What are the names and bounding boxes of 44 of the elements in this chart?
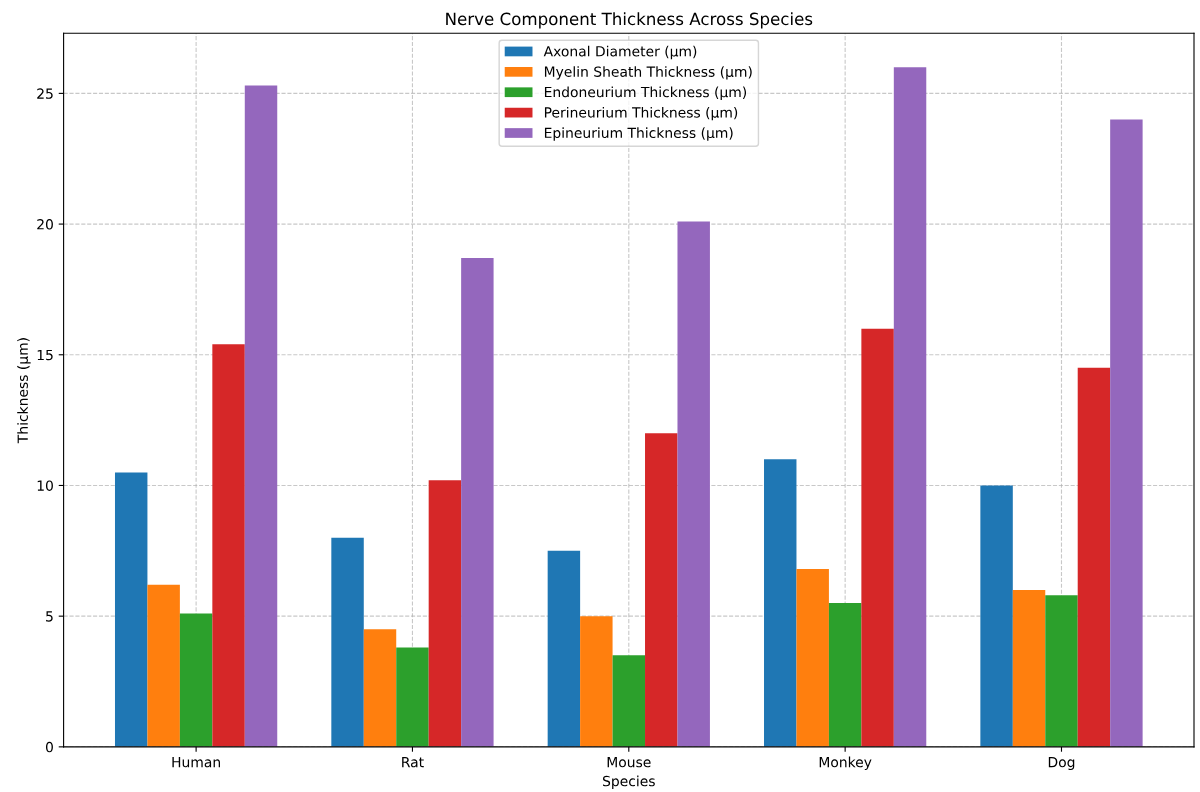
bar: [764, 459, 797, 747]
bar: [612, 655, 646, 747]
y-tick-label: 15: [37, 349, 53, 361]
bar: [1045, 595, 1078, 747]
bar: [428, 480, 462, 747]
x-tick-label: Monkey: [819, 756, 872, 771]
bar: [147, 584, 180, 747]
x-axis-title: Species: [602, 775, 655, 790]
bar: [861, 328, 894, 747]
x-tick-label: Mouse: [607, 757, 651, 768]
bar: [1110, 119, 1143, 747]
bar: [893, 67, 927, 747]
bar: [580, 616, 613, 747]
bar: [645, 433, 678, 747]
bar: [244, 85, 278, 747]
bar: [796, 569, 829, 747]
bar: [980, 485, 1013, 747]
bar: [331, 537, 364, 747]
bar: [179, 613, 213, 747]
x-tick-label: Human: [172, 757, 220, 768]
chart-title: Nerve Component Thickness Across Species: [446, 12, 813, 29]
y-tick-label: 10: [37, 480, 53, 491]
bar: [114, 472, 148, 747]
y-tick-label: 20: [37, 219, 53, 230]
legend-label: Axonal Diameter (µm): [543, 45, 697, 60]
legend-label: Epineurium Thickness (µm): [544, 127, 733, 141]
bar: [396, 647, 429, 747]
bar: [461, 258, 494, 747]
bar: [212, 344, 245, 747]
y-axis-title: Thickness (µm): [17, 338, 31, 444]
y-tick-label: 0: [45, 741, 53, 753]
bar: [677, 221, 710, 747]
bar: [547, 550, 581, 747]
x-tick-label: Rat: [402, 757, 424, 768]
bar: [828, 603, 862, 747]
y-tick-label: 25: [37, 88, 53, 99]
y-tick-label: 5: [46, 611, 53, 622]
bar: [363, 629, 397, 747]
x-tick-label: Dog: [1048, 757, 1075, 771]
legend-label: Endoneurium Thickness (µm): [544, 86, 747, 100]
bar: [1077, 367, 1111, 747]
bar: [1012, 590, 1046, 747]
legend-label: Perineurium Thickness (µm): [544, 106, 738, 121]
legend-label: Myelin Sheath Thickness (µm): [544, 66, 752, 80]
